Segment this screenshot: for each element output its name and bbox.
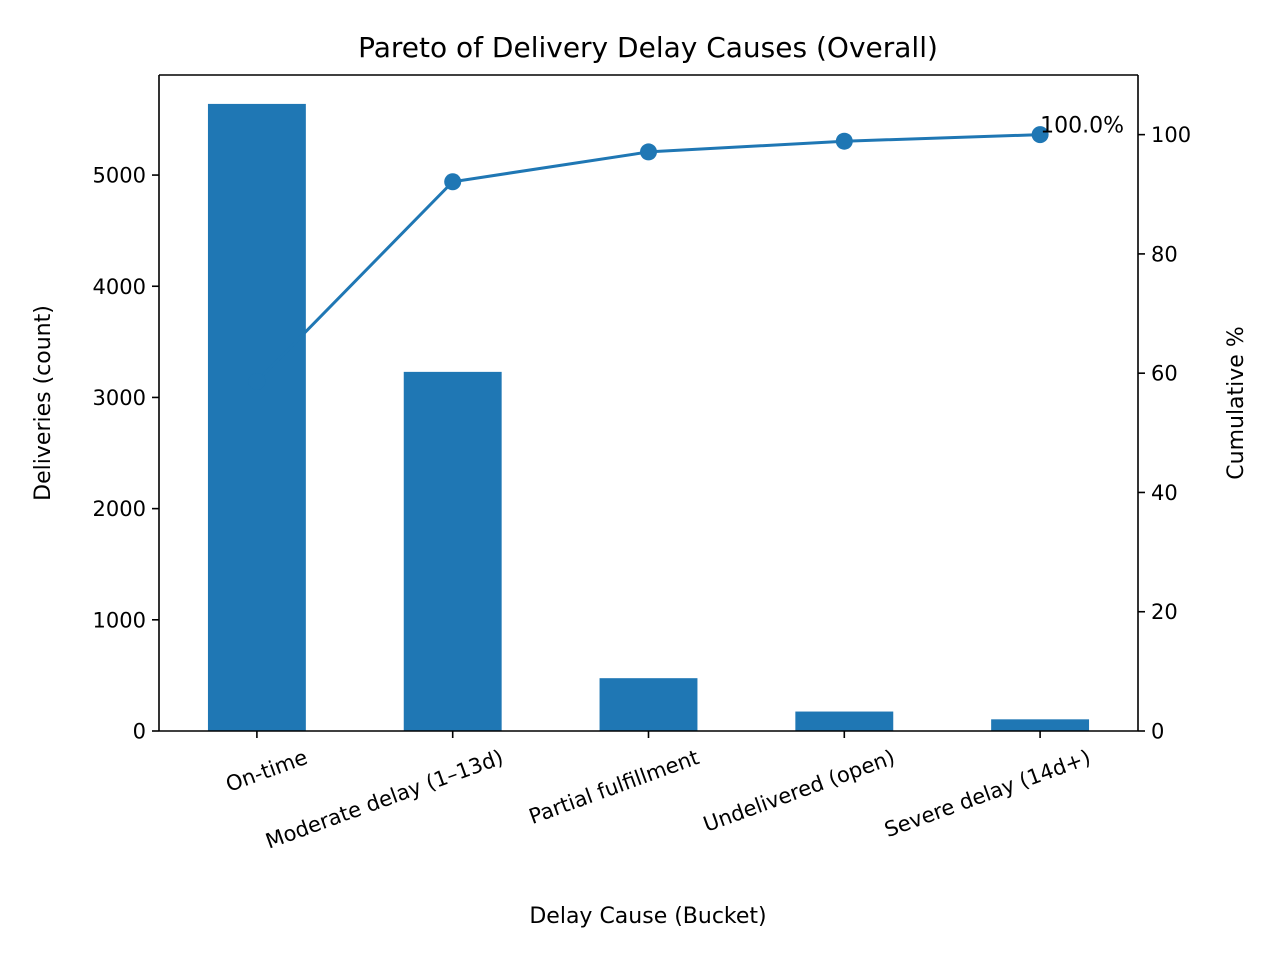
- y2-tick-label: 100: [1151, 123, 1191, 147]
- y2-tick-label: 40: [1151, 481, 1178, 505]
- x-tick-label: Undelivered (open): [700, 745, 898, 837]
- y-tick-label: 1000: [93, 608, 146, 632]
- bar: [207, 103, 306, 732]
- cumulative-point: [835, 132, 853, 150]
- bar-group: [207, 103, 1090, 732]
- y-tick-label: 5000: [93, 164, 146, 188]
- y2-tick-label: 20: [1151, 600, 1178, 624]
- chart-title: Pareto of Delivery Delay Causes (Overall…: [358, 31, 938, 64]
- y-tick-label: 3000: [93, 386, 146, 410]
- annotation-group: 100.0%: [1040, 114, 1124, 139]
- cumulative-line-clip: [248, 126, 1049, 391]
- y2-tick-label: 80: [1151, 242, 1178, 266]
- y2-tick-label: 0: [1151, 720, 1164, 744]
- bar: [599, 678, 698, 731]
- x-tick-label: On-time: [223, 745, 311, 797]
- annotation-label: 100.0%: [1040, 114, 1124, 139]
- y-tick-label: 4000: [93, 275, 146, 299]
- bar: [403, 371, 502, 731]
- cumulative-line-group: [248, 126, 1049, 391]
- y-axis-label: Deliveries (count): [31, 305, 56, 501]
- bar: [795, 711, 894, 731]
- cumulative-line: [255, 133, 1041, 383]
- y2-tick-label: 60: [1151, 362, 1178, 386]
- cumulative-point: [444, 173, 462, 191]
- x-tick-label: Partial fulfillment: [526, 745, 702, 829]
- y2-axis-label: Cumulative %: [1224, 326, 1249, 479]
- cumulative-point: [640, 143, 657, 161]
- y-tick-label: 2000: [93, 497, 146, 521]
- cumulative-point: [1031, 126, 1049, 144]
- x-tick-label: Severe delay (14d+): [881, 745, 1094, 842]
- cumulative-point: [248, 373, 266, 391]
- y-tick-label: 0: [133, 720, 146, 744]
- bar: [991, 719, 1090, 731]
- x-axis-label: Delay Cause (Bucket): [529, 904, 766, 929]
